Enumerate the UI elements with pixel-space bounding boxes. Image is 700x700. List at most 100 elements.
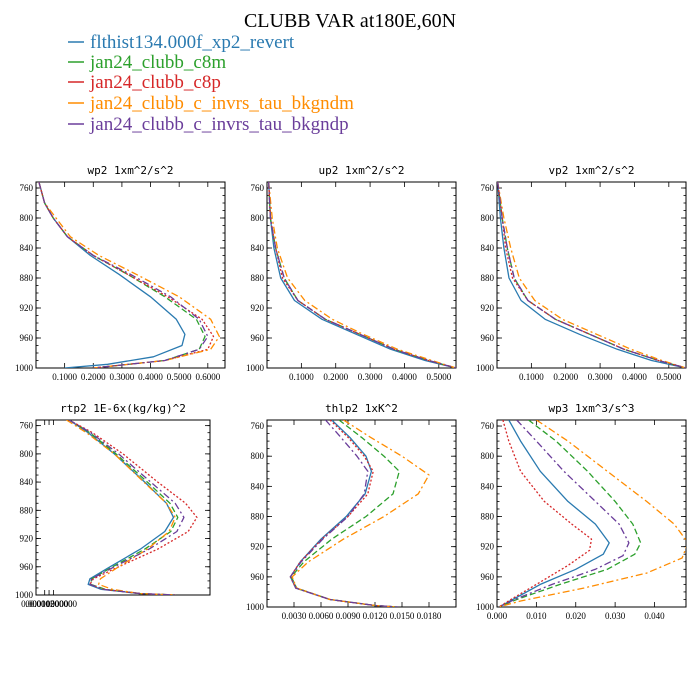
x-tick-label-5-2: 0.020 xyxy=(566,611,587,621)
panel-grid: wp2 1xm^2/s^2 760 800 840 880 920 960 1000 0.100… xyxy=(15,164,687,621)
series-line-1-2 xyxy=(268,182,456,368)
series-line-1-4 xyxy=(268,182,456,368)
x-tick-label-2-1: 0.2000 xyxy=(553,372,578,382)
y-tick-label-0-6: 1000 xyxy=(15,363,34,373)
y-tick-label-4-5: 960 xyxy=(251,572,265,582)
panel-frame-1 xyxy=(266,181,457,369)
series-line-0-4 xyxy=(38,182,209,368)
panel-title-0: wp2 1xm^2/s^2 xyxy=(87,164,173,177)
y-tick-label-3-0: 760 xyxy=(20,421,34,431)
x-tick-label-4-2: 0.0090 xyxy=(336,611,361,621)
x-tick-label-0-1: 0.2000 xyxy=(81,372,106,382)
y-tick-label-4-2: 840 xyxy=(251,481,265,491)
series-group-5 xyxy=(498,420,686,607)
panel-frame-5 xyxy=(496,419,687,608)
series-line-2-2 xyxy=(497,182,686,368)
series-line-4-1 xyxy=(290,420,400,607)
series-group-1 xyxy=(268,182,456,368)
y-tick-label-0-1: 800 xyxy=(20,213,34,223)
legend: flthist134.000f_xp2_revert jan24_clubb_c… xyxy=(68,32,354,135)
x-tick-label-4-5: 0.0180 xyxy=(417,611,442,621)
y-tick-label-1-5: 960 xyxy=(251,333,265,343)
x-tick-label-5-1: 0.010 xyxy=(526,611,547,621)
legend-label-2: jan24_clubb_c8p xyxy=(89,72,221,93)
panel-frame-0 xyxy=(35,181,226,369)
y-tick-label-1-6: 1000 xyxy=(246,363,265,373)
y-tick-label-3-3: 880 xyxy=(20,505,34,515)
y-tick-label-5-0: 760 xyxy=(481,421,495,431)
x-tick-label-1-4: 0.5000 xyxy=(426,372,451,382)
series-line-2-0 xyxy=(497,182,686,368)
y-tick-label-3-2: 840 xyxy=(20,477,34,487)
y-tick-label-4-4: 920 xyxy=(251,542,265,552)
panel-frame-2 xyxy=(496,181,687,369)
y-tick-label-4-3: 880 xyxy=(251,512,265,522)
y-tick-label-0-4: 920 xyxy=(20,303,34,313)
x-tick-label-4-4: 0.0150 xyxy=(390,611,415,621)
series-line-5-0 xyxy=(498,420,610,607)
series-line-1-1 xyxy=(268,182,456,368)
y-tick-label-5-1: 800 xyxy=(481,451,495,461)
panel-frame-4 xyxy=(266,419,457,608)
x-tick-label-0-2: 0.3000 xyxy=(110,372,135,382)
series-group-0 xyxy=(38,182,220,368)
y-tick-label-3-1: 800 xyxy=(20,449,34,459)
series-line-5-4 xyxy=(498,420,630,607)
series-line-4-4 xyxy=(289,420,398,607)
y-tick-label-2-6: 1000 xyxy=(476,363,495,373)
series-group-3 xyxy=(66,420,198,595)
panel-5: wp3 1xm^3/s^3 760 800 840 880 920 960 10000.000… xyxy=(476,402,687,621)
x-tick-label-4-0: 0.0030 xyxy=(282,611,307,621)
series-line-0-1 xyxy=(38,182,206,368)
y-tick-label-2-4: 920 xyxy=(481,303,495,313)
y-tick-label-1-4: 920 xyxy=(251,303,265,313)
y-tick-label-0-0: 760 xyxy=(20,183,34,193)
series-line-5-1 xyxy=(498,420,642,607)
y-tick-label-5-2: 840 xyxy=(481,481,495,491)
x-tick-label-5-3: 0.030 xyxy=(605,611,626,621)
y-tick-label-4-1: 800 xyxy=(251,451,265,461)
x-tick-label-2-4: 0.5000 xyxy=(656,372,681,382)
x-tick-label-0-5: 0.6000 xyxy=(195,372,220,382)
series-line-0-0 xyxy=(38,182,186,368)
panel-title-1: up2 1xm^2/s^2 xyxy=(318,164,404,177)
y-tick-label-5-4: 920 xyxy=(481,542,495,552)
x-tick-label-1-1: 0.2000 xyxy=(323,372,348,382)
y-tick-label-1-0: 760 xyxy=(251,183,265,193)
x-tick-label-1-2: 0.3000 xyxy=(358,372,383,382)
x-tick-label-1-3: 0.4000 xyxy=(392,372,417,382)
y-tick-label-2-5: 960 xyxy=(481,333,495,343)
y-tick-label-1-3: 880 xyxy=(251,273,265,283)
y-tick-label-2-1: 800 xyxy=(481,213,495,223)
panel-2: vp2 1xm^2/s^2 760 800 840 880 920 960 1000 0.100… xyxy=(476,164,687,382)
series-line-2-3 xyxy=(497,182,686,368)
y-tick-label-4-6: 1000 xyxy=(246,602,265,612)
panel-title-4: thlp2 1xK^2 xyxy=(325,402,398,415)
y-tick-label-1-2: 840 xyxy=(251,243,265,253)
x-tick-label-1-0: 0.1000 xyxy=(289,372,314,382)
y-tick-label-3-5: 960 xyxy=(20,562,34,572)
series-line-4-3 xyxy=(291,420,430,607)
x-tick-label-2-3: 0.4000 xyxy=(622,372,647,382)
legend-entry-4: jan24_clubb_c_invrs_tau_bkgndp xyxy=(68,114,349,135)
series-line-1-3 xyxy=(268,182,456,368)
legend-entry-1: jan24_clubb_c8m xyxy=(68,52,226,73)
x-tick-label-0-4: 0.5000 xyxy=(167,372,192,382)
y-tick-label-5-3: 880 xyxy=(481,512,495,522)
series-line-3-0 xyxy=(68,420,176,595)
series-line-2-4 xyxy=(497,182,686,368)
panel-title-3: rtp2 1E-6x(kg/kg)^2 xyxy=(60,402,186,415)
panel-1: up2 1xm^2/s^2 760 800 840 880 920 960 1000 0.100… xyxy=(246,164,457,382)
x-tick-label-0-3: 0.4000 xyxy=(138,372,163,382)
x-tick-label-5-4: 0.040 xyxy=(644,611,665,621)
series-group-2 xyxy=(497,182,686,368)
legend-entry-3: jan24_clubb_c_invrs_tau_bkgndm xyxy=(68,93,354,114)
series-line-4-0 xyxy=(289,420,398,607)
panel-title-5: wp3 1xm^3/s^3 xyxy=(548,402,634,415)
x-tick-label-3-2: 0.000200000 xyxy=(30,599,78,609)
x-tick-label-2-0: 0.1000 xyxy=(519,372,544,382)
series-line-2-1 xyxy=(497,182,686,368)
x-tick-label-5-0: 0.000 xyxy=(487,611,508,621)
series-line-5-2 xyxy=(498,420,593,607)
